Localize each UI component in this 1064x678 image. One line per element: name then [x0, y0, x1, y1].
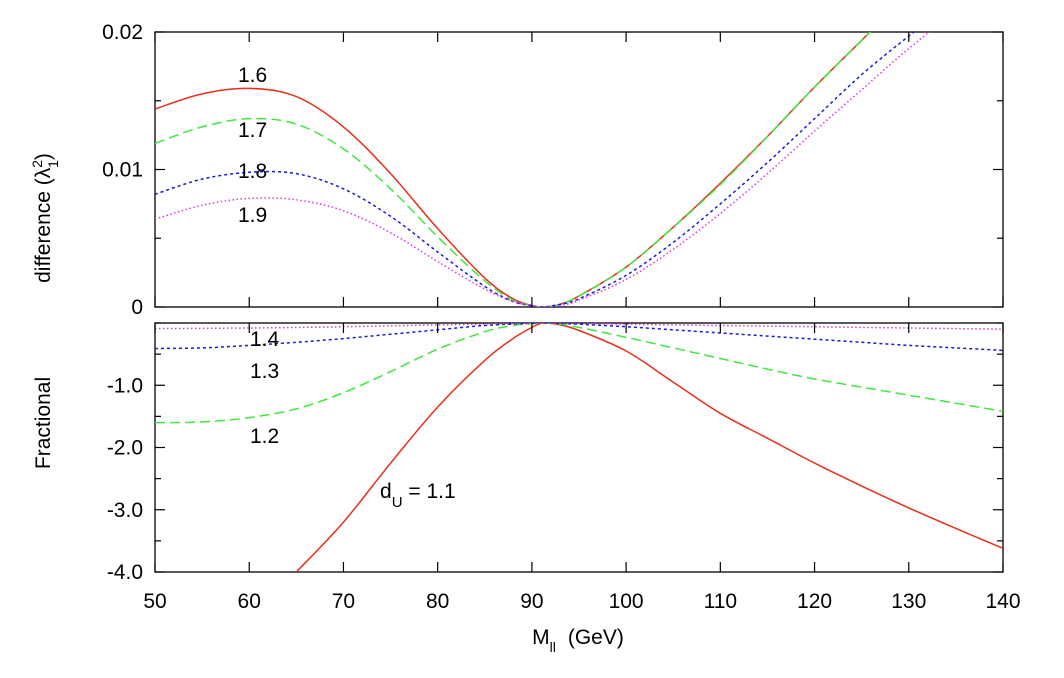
top-series-group — [155, 32, 931, 307]
top-series-line-1.7 — [155, 32, 871, 307]
top-ylabel-sub: 1 — [45, 160, 61, 168]
bottom-plot-frame — [154, 322, 1004, 573]
xtick-label: 140 — [985, 590, 1020, 613]
xtick-label: 70 — [332, 590, 355, 613]
du-label-sub: U — [392, 494, 403, 511]
xlabel-unit: (GeV) — [568, 626, 624, 649]
annotation-1.2: 1.2 — [250, 425, 279, 448]
top-ylabel-sup: 2 — [29, 160, 45, 168]
annotation-1.9: 1.9 — [238, 204, 267, 227]
annotation-1.4: 1.4 — [250, 328, 280, 351]
bot-ytick-label: -3.0 — [107, 499, 143, 522]
xtick-label: 130 — [891, 590, 926, 613]
top-series-line-1.8 — [155, 32, 916, 307]
annotation-1.3: 1.3 — [250, 360, 279, 383]
bot-series-line-1.1 — [295, 323, 1003, 572]
top-y-axis-label: difference (λ21) — [29, 153, 61, 283]
top-y-ticks: 0 0.01 0.02 — [102, 21, 1003, 319]
xlabel-main: M — [532, 626, 550, 649]
bot-series-line-1.4 — [155, 323, 1003, 330]
bot-series-line-1.3 — [155, 323, 1003, 352]
top-x-ticks — [154, 32, 1004, 307]
bottom-series-group — [155, 323, 1003, 572]
top-ylabel-close: ) — [32, 153, 55, 160]
xtick-label: 90 — [520, 590, 543, 613]
annotation-1.6: 1.6 — [238, 64, 267, 87]
top-panel: 0 0.01 0.02 1.6 1.7 1.8 1.9 difference (λ2… — [29, 21, 1004, 319]
du-label-main: d — [380, 480, 392, 503]
top-ytick-label: 0.02 — [102, 21, 143, 44]
annotation-1.8: 1.8 — [238, 160, 267, 183]
top-ylabel-main: difference (λ — [32, 167, 55, 283]
bot-ytick-label: -4.0 — [107, 561, 143, 584]
annotation-du-1.1: dU = 1.1 — [380, 480, 456, 511]
bottom-y-ticks: -1.0 -2.0 -3.0 -4.0 — [107, 322, 1003, 584]
bottom-y-axis-label: Fractional — [32, 377, 55, 469]
xtick-label: 120 — [797, 590, 832, 613]
x-axis-label: Mll (GeV) — [532, 626, 624, 655]
top-ytick-label: 0.01 — [102, 159, 143, 182]
top-plot-frame — [154, 31, 1004, 308]
xtick-label: 80 — [426, 590, 449, 613]
xtick-label: 60 — [238, 590, 261, 613]
top-ytick-label: 0 — [131, 296, 143, 319]
bot-series-line-1.2 — [155, 323, 1003, 424]
xlabel-sub: ll — [550, 639, 556, 655]
annotation-1.7: 1.7 — [238, 119, 267, 142]
bottom-panel: -1.0 -2.0 -3.0 -4.0 50 60 70 80 90 100 110 120 130 1… — [32, 322, 1021, 613]
top-series-line-1.9 — [155, 32, 931, 307]
du-label-value: = 1.1 — [403, 480, 456, 503]
xtick-label: 100 — [609, 590, 644, 613]
xtick-label: 50 — [143, 590, 166, 613]
xtick-label: 110 — [704, 590, 737, 613]
bot-ytick-label: -2.0 — [107, 437, 143, 460]
bot-ytick-label: -1.0 — [107, 374, 143, 397]
bottom-x-ticks: 50 60 70 80 90 100 110 120 130 140 — [143, 323, 1021, 613]
